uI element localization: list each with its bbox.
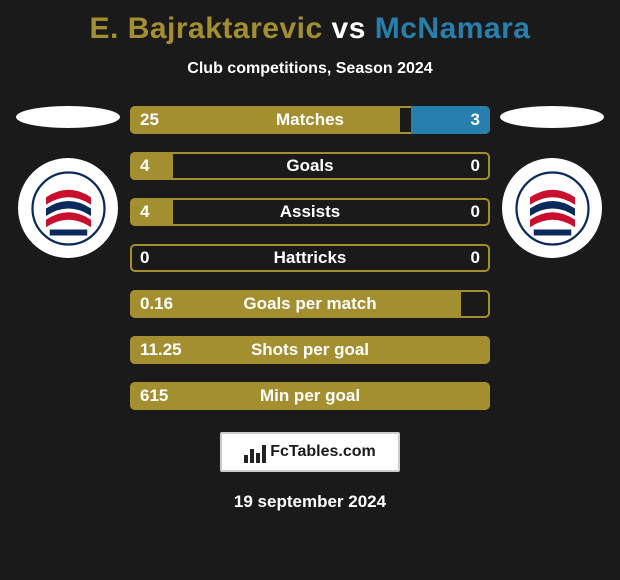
player2-column [502,106,602,258]
stat-label: Goals per match [130,294,490,314]
date-text: 19 september 2024 [234,492,386,512]
fctables-branding: FcTables.com [220,432,400,472]
content-area: 253Matches 40Goals 40Assists 00Hattricks 0.1… [0,106,620,410]
stat-row: 615Min per goal [130,382,490,410]
player1-column [18,106,118,258]
stat-row: 0.16Goals per match [130,290,490,318]
stat-row: 40Goals [130,152,490,180]
stat-row: 40Assists [130,198,490,226]
subtitle: Club competitions, Season 2024 [187,60,432,78]
stat-row: 11.25Shots per goal [130,336,490,364]
stat-label: Hattricks [130,248,490,268]
player2-flag-icon [500,106,604,128]
vs-text: vs [332,12,366,45]
stat-label: Goals [130,156,490,176]
bar-chart-icon [244,441,266,463]
fctables-label: FcTables.com [270,443,376,461]
stat-row: 00Hattricks [130,244,490,272]
stat-label: Shots per goal [130,340,490,360]
player1-club-logo [18,158,118,258]
comparison-title: E. Bajraktarevic vs McNamara [90,12,531,46]
stat-label: Assists [130,202,490,222]
player1-name: E. Bajraktarevic [90,12,323,45]
revolution-logo-icon [31,171,106,246]
stat-bars: 253Matches 40Goals 40Assists 00Hattricks 0.1… [130,106,490,410]
stat-label: Min per goal [130,386,490,406]
stat-row: 253Matches [130,106,490,134]
player2-club-logo [502,158,602,258]
player2-name: McNamara [375,12,531,45]
stat-label: Matches [130,110,490,130]
player1-flag-icon [16,106,120,128]
revolution-logo-icon [515,171,590,246]
